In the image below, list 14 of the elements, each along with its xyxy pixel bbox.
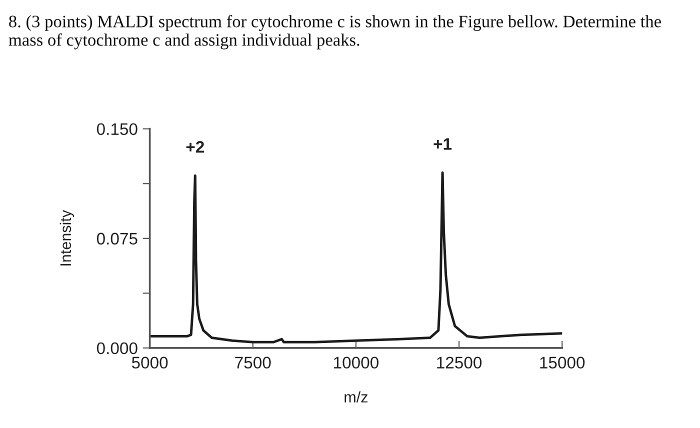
x-tick-label: 5000 [132, 356, 168, 369]
line-series [150, 171, 562, 344]
x-tick-label: 7500 [235, 356, 271, 369]
y-tick-label: 0.075 [96, 232, 138, 245]
y-axis-title: Intensity [60, 210, 74, 266]
y-tick-label: 0.150 [96, 123, 138, 136]
x-axis-title: m/z [344, 391, 368, 402]
annotation: +1 [434, 138, 452, 150]
x-tick-label: 12500 [437, 356, 482, 369]
x-tick-label: 10000 [334, 356, 378, 369]
y-tick-label: 0.000 [96, 342, 138, 354]
annotation: +2 [186, 141, 204, 153]
x-tick-label: 15000 [540, 356, 585, 369]
chart-title: 8. (3 points) MALDI spectrum for cytochrome c is shown in the Figure bellow. Determine the mass of cytochrome c and assign individual peaks. [8, 14, 661, 50]
